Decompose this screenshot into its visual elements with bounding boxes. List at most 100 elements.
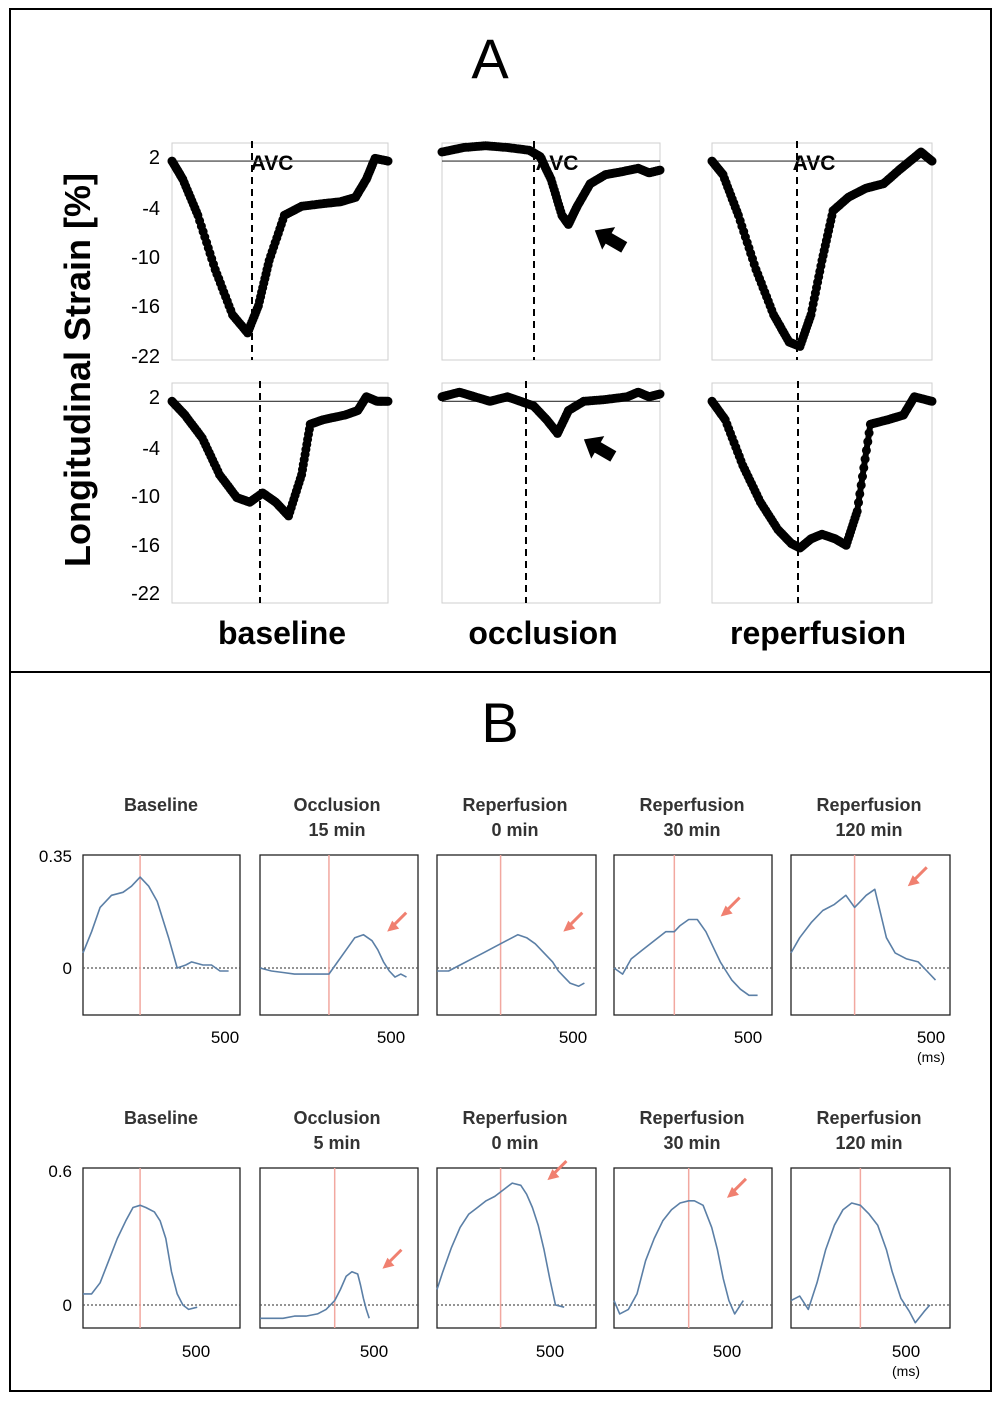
- velocity-curve: [260, 1271, 370, 1320]
- ytick-label: -4: [142, 198, 160, 220]
- subplot-title: 120 min: [835, 820, 902, 840]
- b-row2-xticks: 500 500 500 500 500 (ms): [182, 1342, 920, 1379]
- red-arrow-icon: [907, 866, 928, 887]
- subplot-frame: [259, 854, 419, 1016]
- b-subplot-2-5: [790, 1167, 951, 1329]
- column-label-baseline: baseline: [218, 615, 346, 651]
- b-subplot-2-3: [436, 1160, 597, 1329]
- ytick-label: -16: [131, 296, 160, 318]
- strain-point: [861, 445, 871, 455]
- subplot-title: Baseline: [124, 1108, 198, 1128]
- xunit-label: (ms): [892, 1363, 920, 1379]
- b-row2-titles: Baseline Occlusion 5 min Reperfusion 0 m…: [124, 1108, 922, 1153]
- ytick-label: -10: [131, 486, 160, 508]
- strain-point: [856, 480, 866, 490]
- subplot-title: Reperfusion: [462, 1108, 567, 1128]
- avc-label: AVC: [251, 152, 294, 175]
- column-label-reperfusion: reperfusion: [730, 615, 906, 651]
- xtick-label: 500: [536, 1342, 564, 1361]
- xtick-label: 500: [377, 1028, 405, 1047]
- b-subplot-1-3: [436, 854, 597, 1016]
- b-row2-ytick-zero: 0: [63, 1296, 72, 1315]
- subplot-frame: [441, 382, 661, 604]
- b-subplot-1-2: [259, 854, 419, 1016]
- subplot-title: 0 min: [491, 820, 538, 840]
- red-arrow-icon: [382, 1248, 403, 1269]
- velocity-curve: [613, 1200, 744, 1315]
- subplot-title: Reperfusion: [816, 795, 921, 815]
- subplot-frame: [171, 142, 389, 361]
- velocity-curve: [790, 888, 937, 981]
- subplot-title: Occlusion: [293, 1108, 380, 1128]
- column-label-occlusion: occlusion: [468, 615, 617, 651]
- red-arrow-icon: [720, 896, 741, 917]
- velocity-curve: [613, 918, 758, 997]
- velocity-curve: [436, 1182, 565, 1308]
- panel-a-frame: [9, 8, 992, 673]
- panel-b-letter: B: [481, 691, 518, 754]
- subplot-title: Reperfusion: [639, 795, 744, 815]
- panel-a-yticks-row1: 2 -4 -10 -16 -22: [131, 147, 160, 368]
- subplot-frame: [790, 854, 951, 1016]
- subplot-title: Baseline: [124, 795, 198, 815]
- subplot-title: 30 min: [663, 820, 720, 840]
- panel-a-letter: A: [471, 27, 509, 90]
- strain-point: [655, 389, 665, 399]
- strain-point: [852, 506, 862, 516]
- red-arrow-icon: [387, 911, 408, 932]
- xtick-label: 500: [360, 1342, 388, 1361]
- subplot-title: 30 min: [663, 1133, 720, 1153]
- b-row2-ytick-top: 0.6: [48, 1162, 72, 1181]
- ytick-label: -10: [131, 247, 160, 269]
- b-subplot-1-4: [613, 854, 773, 1016]
- b-row1-ytick-zero: 0: [63, 959, 72, 978]
- subplot-frame: [82, 854, 241, 1016]
- panel-b-plots: [82, 854, 951, 1329]
- strain-subplot-baseline-1: [167, 141, 393, 361]
- b-subplot-1-1: [82, 854, 241, 1016]
- subplot-title: 120 min: [835, 1133, 902, 1153]
- strain-point: [858, 472, 867, 481]
- subplot-frame: [171, 382, 389, 604]
- subplot-frame: [711, 142, 933, 361]
- red-arrow-icon: [547, 1160, 568, 1181]
- subplot-title: Reperfusion: [462, 795, 567, 815]
- subplot-frame: [790, 1167, 951, 1329]
- subplot-frame: [436, 1167, 597, 1329]
- strain-point: [383, 396, 393, 406]
- xtick-label: 500: [559, 1028, 587, 1047]
- velocity-curve: [259, 933, 407, 978]
- subplot-frame: [711, 382, 933, 604]
- velocity-curve: [790, 1202, 931, 1324]
- black-arrow-icon: [594, 227, 628, 253]
- strain-point: [859, 463, 869, 473]
- b-subplot-2-2: [259, 1167, 419, 1329]
- panel-a-ylabel: Longitudinal Strain [%]: [57, 173, 98, 567]
- subplot-frame: [82, 1167, 241, 1329]
- strain-point: [860, 454, 870, 464]
- ytick-label: 2: [149, 387, 160, 409]
- b-row1-titles: Baseline Occlusion 15 min Reperfusion 0 …: [124, 795, 922, 840]
- panel-a-plots: [167, 141, 937, 604]
- strain-point: [927, 156, 937, 166]
- b-subplot-2-1: [82, 1167, 241, 1329]
- velocity-curve: [82, 876, 229, 972]
- subplot-title: Reperfusion: [816, 1108, 921, 1128]
- xtick-label: 500: [917, 1028, 945, 1047]
- subplot-title: 15 min: [308, 820, 365, 840]
- panel-a-yticks-row2: 2 -4 -10 -16 -22: [131, 387, 160, 605]
- red-arrow-icon: [726, 1177, 748, 1198]
- ytick-label: 2: [149, 147, 160, 169]
- b-subplot-1-5: [790, 854, 951, 1016]
- strain-subplot-occlusion-1: [437, 141, 665, 361]
- strain-subplot-occlusion-2: [437, 381, 665, 604]
- strain-point: [855, 489, 865, 499]
- avc-label: AVC: [793, 152, 836, 175]
- subplot-frame: [613, 1167, 773, 1329]
- red-arrow-icon: [563, 911, 584, 932]
- xtick-label: 500: [713, 1342, 741, 1361]
- b-row1-xticks: 500 500 500 500 500 (ms): [211, 1028, 945, 1065]
- b-row1-ytick-top: 0.35: [39, 847, 72, 866]
- ytick-label: -22: [131, 346, 160, 368]
